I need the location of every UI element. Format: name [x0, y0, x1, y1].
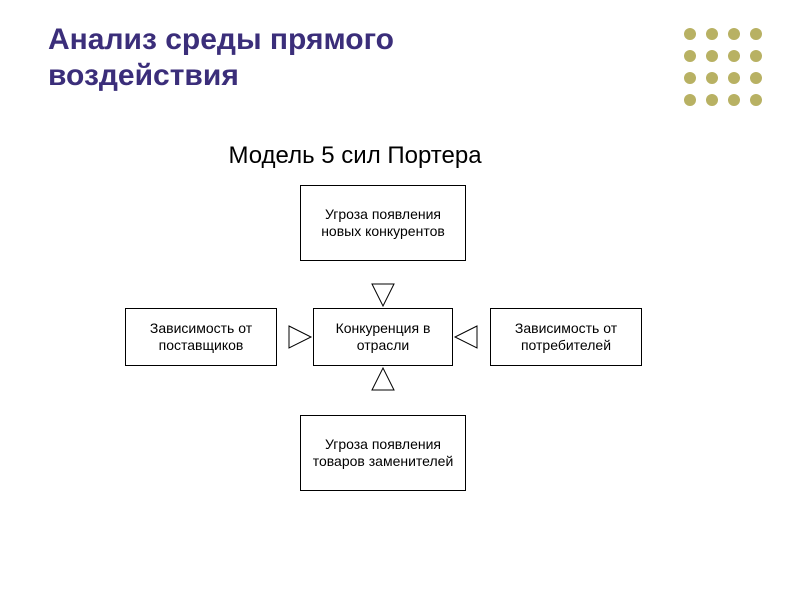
node-top: Угроза появления новых конкурентов [300, 185, 466, 261]
node-center: Конкуренция в отрасли [313, 308, 453, 366]
node-bottom: Угроза появления товаров заменителей [300, 415, 466, 491]
node-right-label: Зависимость от потребителей [499, 320, 633, 355]
node-bottom-label: Угроза появления товаров заменителей [309, 436, 457, 471]
node-top-label: Угроза появления новых конкурентов [309, 206, 457, 241]
node-left: Зависимость от поставщиков [125, 308, 277, 366]
node-center-label: Конкуренция в отрасли [322, 320, 444, 355]
arrow-bottom [372, 368, 394, 390]
arrow-right [455, 326, 477, 348]
arrow-left [289, 326, 311, 348]
diagram-arrows [0, 0, 800, 600]
arrow-top [372, 284, 394, 306]
node-right: Зависимость от потребителей [490, 308, 642, 366]
porter-diagram: Угроза появления новых конкурентов Завис… [0, 0, 800, 600]
node-left-label: Зависимость от поставщиков [134, 320, 268, 355]
